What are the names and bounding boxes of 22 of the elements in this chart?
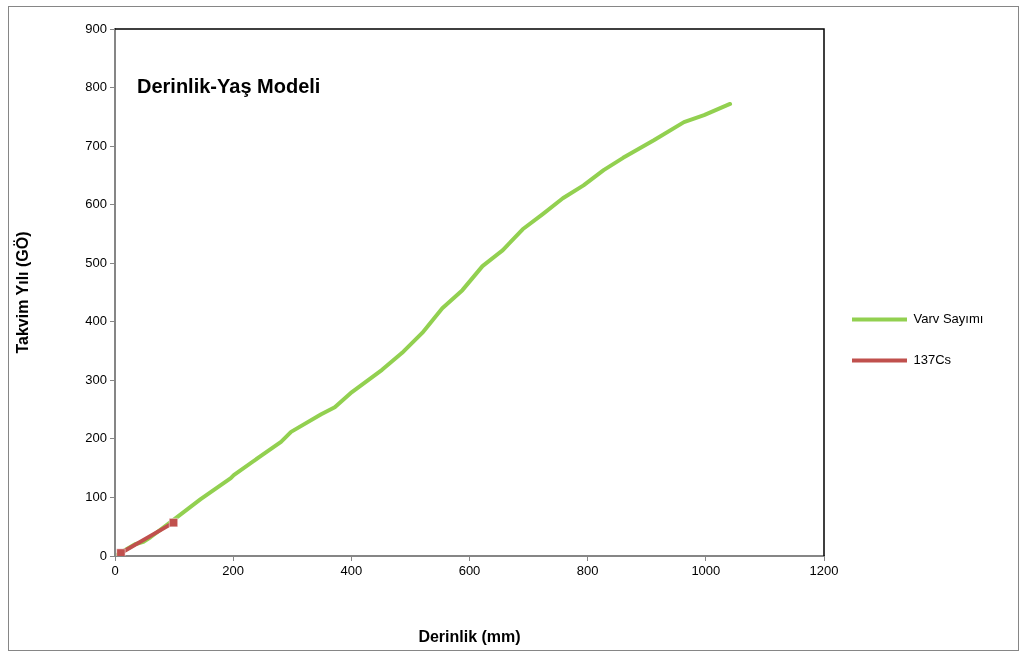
x-tick-label: 800 xyxy=(576,563,599,579)
y-tick-label: 600 xyxy=(85,196,107,212)
y-tick-label: 300 xyxy=(85,371,107,387)
y-tick-label: 200 xyxy=(85,430,107,446)
x-tick-label: 600 xyxy=(458,563,481,579)
y-tick-label: 0 xyxy=(99,547,107,563)
y-tick-label: 400 xyxy=(85,313,107,329)
text: Derinlik-Yaş Modeli xyxy=(137,74,321,97)
y-axis-title: Takvim Yılı (GÖ) xyxy=(13,231,32,354)
y-tick-label: 700 xyxy=(85,137,107,153)
x-tick-label: 1000 xyxy=(691,563,721,579)
legend-label: 137Cs xyxy=(913,352,952,368)
y-tick-label: 500 xyxy=(85,254,107,270)
x-tick-label: 200 xyxy=(222,563,245,579)
y-tick-label: 900 xyxy=(85,20,107,36)
legend-label: Varv Sayımı xyxy=(913,311,984,327)
x-tick-label: 0 xyxy=(111,563,119,579)
x-tick-label: 400 xyxy=(340,563,363,579)
x-tick-label: 1200 xyxy=(809,563,839,579)
y-tick-label: 800 xyxy=(85,79,107,95)
x-axis-title: Derinlik (mm) xyxy=(418,627,521,645)
y-tick-label: 100 xyxy=(85,489,107,505)
